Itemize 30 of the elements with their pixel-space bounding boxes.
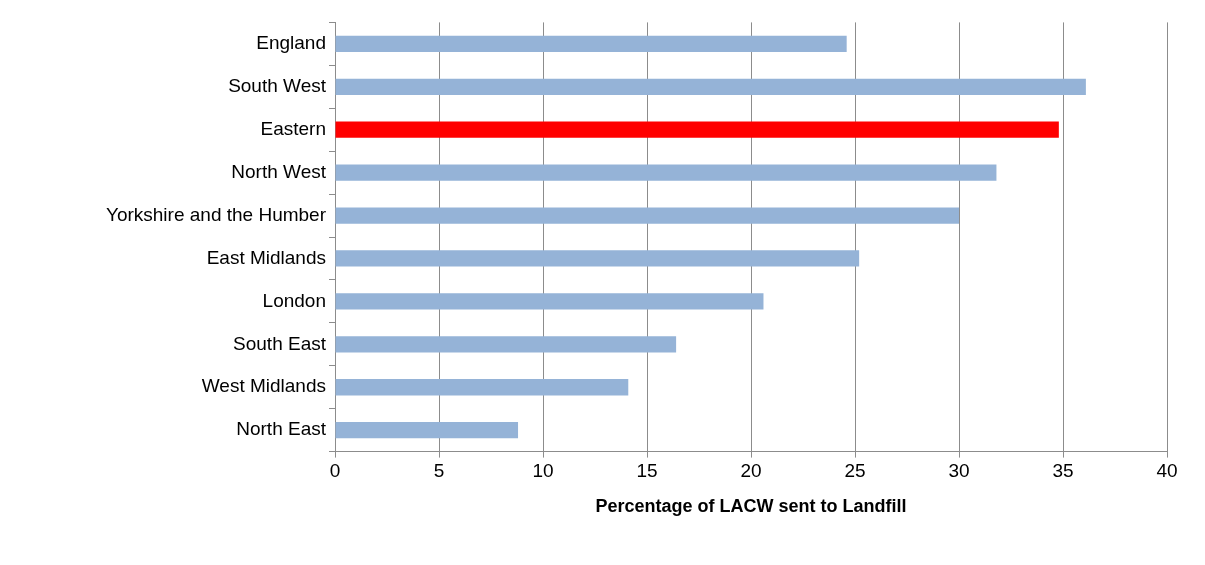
y-tick-label: London <box>262 289 326 311</box>
x-tick-label: 20 <box>740 460 762 482</box>
y-tick-label: Eastern <box>260 117 326 139</box>
x-tick-label: 15 <box>636 460 658 482</box>
y-tick-label: East Midlands <box>206 246 326 268</box>
x-tick-label: 0 <box>329 460 341 482</box>
x-tick-label: 40 <box>1156 460 1178 482</box>
x-tick-label: 30 <box>948 460 970 482</box>
y-tick-label: Yorkshire and the Humber <box>105 203 327 225</box>
bar <box>335 207 959 224</box>
y-tick-label: South East <box>233 332 327 354</box>
bar <box>335 121 1059 138</box>
y-tick-label: North West <box>231 160 327 182</box>
bar <box>335 421 519 439</box>
x-tick-label: 25 <box>844 460 866 482</box>
bar <box>335 250 860 267</box>
x-tick-label: 35 <box>1052 460 1074 482</box>
y-tick-label: West Midlands <box>201 375 326 397</box>
x-tick-label: 10 <box>532 460 554 482</box>
bar <box>335 35 847 53</box>
x-tick-label: 5 <box>433 460 445 482</box>
bar <box>335 336 677 353</box>
bar <box>335 78 1086 95</box>
y-tick-label: England <box>256 32 326 54</box>
y-tick-label: North East <box>236 418 327 440</box>
bar <box>335 164 997 181</box>
bar <box>335 379 629 396</box>
bar <box>335 293 764 310</box>
x-axis-title: Percentage of LACW sent to Landfill <box>595 496 907 517</box>
y-tick-label: South West <box>228 75 327 97</box>
